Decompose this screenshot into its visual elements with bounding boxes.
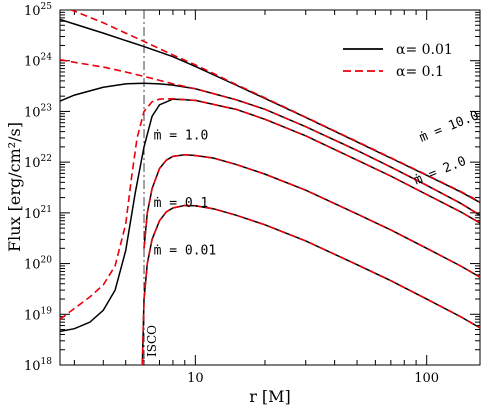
series-line-mdot-2_0-alpha-0_1	[60, 58, 480, 216]
y-tick-exponent: 24	[41, 53, 53, 63]
y-tick-base: 10	[24, 105, 41, 120]
y-tick-exponent: 25	[41, 2, 53, 12]
x-tick-label: 100	[414, 371, 439, 386]
series-lines	[60, 10, 480, 365]
x-axis-label: r [M]	[249, 387, 291, 406]
y-tick-base: 10	[24, 258, 41, 273]
y-tick-base: 10	[24, 156, 41, 171]
curve-label: ṁ = 0.01	[154, 244, 217, 259]
plot-frame	[59, 9, 481, 366]
axis-ticks	[60, 9, 480, 366]
series-line-mdot-2_0-alpha-0_01	[60, 82, 480, 216]
series-line-mdot-0_1-alpha-0_1	[143, 153, 480, 278]
y-tick-label: 1018	[24, 357, 52, 374]
y-tick-base: 10	[24, 207, 41, 222]
y-tick-label: 1019	[24, 306, 52, 323]
series-line-mdot-0_01-alpha-0_1	[141, 204, 480, 365]
curve-label: ṁ = 2.0	[412, 154, 468, 188]
curve-label: ṁ = 0.1	[154, 196, 209, 211]
y-tick-exponent: 18	[41, 357, 53, 367]
y-tick-label: 1020	[24, 256, 52, 273]
y-tick-base: 10	[24, 359, 41, 374]
y-tick-base: 10	[24, 308, 41, 323]
y-tick-label: 1024	[24, 53, 52, 70]
x-tick-label: 10	[187, 371, 204, 386]
series-line-mdot-10_0-alpha-0_1	[68, 10, 480, 203]
y-axis-label: Flux [erg/cm²/s]	[5, 122, 24, 252]
legend-label: α= 0.01	[396, 42, 453, 58]
y-tick-exponent: 23	[41, 103, 53, 113]
y-tick-exponent: 22	[41, 154, 52, 164]
y-tick-exponent: 19	[41, 306, 53, 316]
y-tick-label: 1021	[24, 205, 52, 222]
y-tick-base: 10	[24, 55, 41, 70]
y-tick-label: 1022	[24, 154, 52, 171]
legend: α= 0.01 α= 0.1	[343, 42, 453, 80]
y-tick-label: 1025	[24, 2, 52, 19]
curve-label: ṁ = 1.0	[154, 128, 209, 143]
y-tick-exponent: 21	[41, 205, 52, 215]
series-line-mdot-1_0-alpha-0_01	[60, 98, 480, 333]
y-tick-exponent: 20	[41, 256, 53, 266]
legend-label: α= 0.1	[396, 64, 444, 80]
series-line-mdot-0_01-alpha-0_01	[141, 204, 480, 365]
y-tick-label: 1023	[24, 103, 52, 120]
curve-label: ṁ = 10.0	[417, 108, 481, 145]
series-line-mdot-1_0-alpha-0_1	[60, 97, 480, 320]
y-tick-base: 10	[24, 4, 41, 19]
isco-marker: ISCO	[143, 10, 159, 365]
isco-label: ISCO	[145, 325, 159, 357]
curve-annotations: ṁ = 10.0 ṁ = 2.0 ṁ = 1.0 ṁ = 0.1 ṁ = 0.01	[154, 108, 482, 258]
